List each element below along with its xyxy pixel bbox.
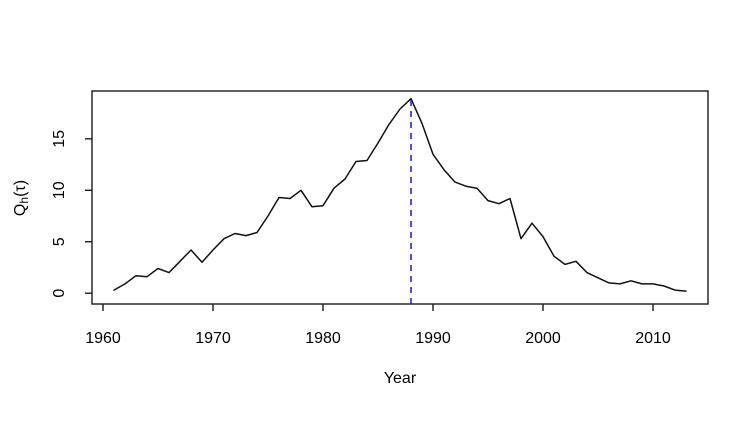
- x-tick-label: 1970: [195, 330, 231, 347]
- y-tick-label: 15: [51, 130, 68, 148]
- x-tick-label: 2010: [635, 330, 671, 347]
- plot-border: [91, 90, 709, 305]
- x-axis-title: Year: [384, 370, 417, 387]
- y-axis-title: Qh(τ): [12, 180, 31, 216]
- y-axis: 0 5 10 15: [51, 130, 92, 298]
- series-layer: [113, 95, 687, 304]
- y-tick-label: 5: [51, 237, 68, 246]
- y-tick-label: 0: [51, 289, 68, 298]
- x-tick-label: 1990: [415, 330, 451, 347]
- x-tick-label: 1980: [305, 330, 341, 347]
- y-tick-label: 10: [51, 181, 68, 199]
- hazard-series-line: [113, 97, 687, 292]
- x-tick-label: 2000: [525, 330, 561, 347]
- x-tick-label: 1960: [85, 330, 121, 347]
- x-axis: 1960 1970 1980 1990 2000 2010: [85, 304, 671, 347]
